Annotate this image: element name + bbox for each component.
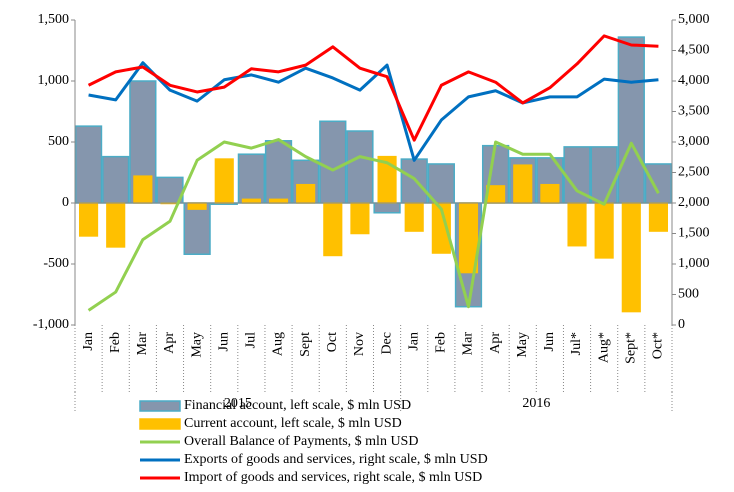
y2-tick-label: 5,000 bbox=[678, 12, 710, 27]
bar bbox=[106, 202, 126, 248]
bar bbox=[350, 202, 370, 235]
x-tick-label: Apr bbox=[162, 332, 177, 354]
x-tick-label: May bbox=[189, 332, 204, 358]
x-tick-label: Jan bbox=[81, 332, 96, 351]
bar bbox=[617, 36, 645, 204]
legend-label: Current account, left scale, $ mln USD bbox=[184, 416, 402, 431]
bar bbox=[183, 202, 211, 255]
x-tick-label: Oct* bbox=[651, 332, 666, 359]
x-tick-label: Jan bbox=[406, 332, 421, 351]
bar bbox=[346, 130, 374, 204]
x-group-label: 2015 bbox=[224, 396, 252, 411]
y2-tick-label: 1,500 bbox=[678, 226, 710, 241]
bar bbox=[594, 202, 614, 259]
legend-label: Exports of goods and services, right sca… bbox=[184, 452, 488, 467]
x-tick-label: May bbox=[515, 332, 530, 358]
x-tick-label: Mar bbox=[135, 332, 150, 356]
bar bbox=[644, 163, 673, 204]
y2-tick-label: 4,500 bbox=[678, 43, 710, 58]
x-tick-label: Jun bbox=[542, 332, 557, 351]
bar bbox=[241, 198, 261, 204]
y2-tick-label: 3,500 bbox=[678, 104, 710, 119]
y-tick-label: 500 bbox=[48, 134, 69, 149]
y2-tick-label: 500 bbox=[678, 287, 699, 302]
x-tick-label: Sept* bbox=[624, 332, 639, 364]
legend-label: Financial account, left scale, $ mln USD bbox=[184, 398, 411, 413]
legend-swatch bbox=[139, 400, 181, 412]
bar bbox=[74, 125, 103, 204]
x-tick-label: Jul bbox=[244, 332, 259, 348]
x-tick-label: Oct bbox=[325, 332, 340, 352]
y2-tick-label: 3,000 bbox=[678, 134, 710, 149]
y-tick-label: 1,500 bbox=[38, 12, 70, 27]
x-tick-label: Feb bbox=[434, 332, 449, 353]
bar bbox=[648, 202, 669, 232]
bar bbox=[323, 202, 343, 257]
legend-label: Overall Balance of Payments, $ mln USD bbox=[184, 434, 418, 449]
line bbox=[87, 34, 659, 142]
y-tick-label: -1,000 bbox=[33, 317, 69, 332]
legend-label: Import of goods and services, right scal… bbox=[184, 470, 482, 485]
bar bbox=[296, 183, 316, 204]
y-tick-label: -500 bbox=[43, 256, 69, 271]
bar bbox=[621, 202, 641, 313]
bar bbox=[264, 140, 293, 204]
x-tick-label: Sept bbox=[298, 332, 313, 357]
x-tick-label: Aug bbox=[271, 332, 286, 356]
bar bbox=[319, 120, 347, 204]
y2-tick-label: 2,000 bbox=[678, 195, 710, 210]
x-tick-label: Mar bbox=[461, 332, 476, 356]
y-tick-label: 1,000 bbox=[38, 73, 70, 88]
x-tick-label: Jun bbox=[216, 332, 231, 351]
bar bbox=[400, 158, 428, 204]
bar bbox=[133, 175, 153, 204]
bar bbox=[268, 198, 289, 204]
bar bbox=[590, 146, 618, 204]
bar bbox=[373, 202, 401, 214]
x-group-label: 2016 bbox=[522, 396, 550, 411]
x-tick-label: Jul* bbox=[569, 332, 584, 355]
y2-tick-label: 0 bbox=[678, 317, 685, 332]
bar bbox=[187, 202, 207, 210]
bar bbox=[427, 163, 455, 204]
x-tick-label: Aug* bbox=[596, 332, 611, 363]
bar bbox=[214, 158, 234, 204]
y-tick-label: 0 bbox=[62, 195, 69, 210]
bar bbox=[513, 164, 533, 204]
bar bbox=[78, 202, 99, 237]
legend-swatch bbox=[139, 418, 181, 430]
bar bbox=[102, 155, 130, 204]
y2-tick-label: 2,500 bbox=[678, 165, 710, 180]
y2-tick-label: 4,000 bbox=[678, 73, 710, 88]
line bbox=[87, 138, 660, 312]
bar bbox=[237, 153, 266, 204]
bar bbox=[567, 202, 587, 247]
bar bbox=[540, 183, 560, 204]
x-tick-label: Dec bbox=[379, 332, 394, 355]
x-tick-label: Apr bbox=[488, 332, 503, 354]
line bbox=[88, 61, 659, 162]
y2-tick-label: 1,000 bbox=[678, 256, 710, 271]
x-tick-label: Nov bbox=[352, 332, 367, 356]
bar bbox=[404, 202, 424, 232]
x-tick-label: Feb bbox=[108, 332, 123, 353]
